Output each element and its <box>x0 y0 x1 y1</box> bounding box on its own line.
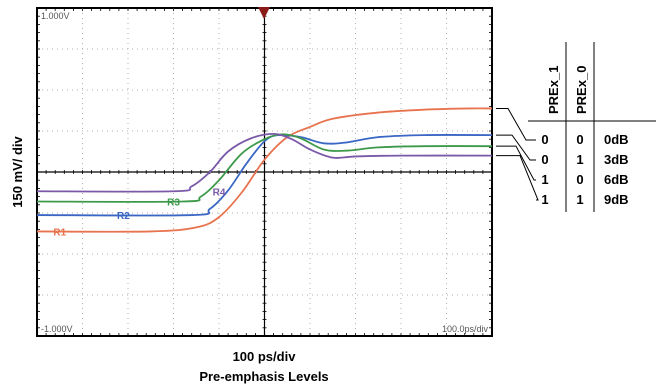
legend-row-3-level: 9dB <box>604 192 629 207</box>
legend-row-3-bit0: 1 <box>576 192 583 207</box>
legend-row-0-level: 0dB <box>604 132 629 147</box>
legend-table: PREx_1 PREx_0 0 0 0dB 0 1 3dB 1 0 6dB 1 … <box>528 42 656 212</box>
traces <box>36 107 493 233</box>
legend-row-0-bit1: 0 <box>541 132 548 147</box>
screen-label-top-left: 1.000V <box>41 11 70 21</box>
legend-row-2-bit1: 1 <box>541 172 548 187</box>
legend-row-1-level: 3dB <box>604 152 629 167</box>
legend-row-0-bit0: 0 <box>576 132 583 147</box>
legend-row-2-level: 6dB <box>604 172 629 187</box>
x-axis-label: 100 ps/div <box>233 349 297 364</box>
trace-label-r3: R3 <box>167 198 180 209</box>
legend-row-2-bit0: 0 <box>576 172 583 187</box>
trace-label-r1: R1 <box>53 227 66 238</box>
legend-leader-line <box>496 145 536 181</box>
legend-leader-lines <box>496 107 539 201</box>
legend-row-1-bit0: 1 <box>576 152 583 167</box>
y-axis-label: 150 mV/ div <box>10 135 25 207</box>
trace-r1 <box>36 107 493 233</box>
chart-caption: Pre-emphasis Levels <box>199 369 328 384</box>
legend-row-3-bit1: 1 <box>541 192 548 207</box>
legend-leader-line <box>496 134 536 161</box>
legend-leader-line <box>496 107 536 141</box>
trace-labels: R1 R2 R3 R4 <box>53 187 225 238</box>
center-axes <box>36 7 493 337</box>
screen-label-bottom-right: 100.0ps/div <box>442 324 489 334</box>
trace-r4 <box>36 132 493 193</box>
screen-label-bottom-left: -1.000V <box>41 324 73 334</box>
legend-header-prex1: PREx_1 <box>546 66 561 114</box>
legend-row-1-bit1: 0 <box>541 152 548 167</box>
legend-header-prex0: PREx_0 <box>574 66 589 114</box>
trace-label-r4: R4 <box>213 187 226 198</box>
legend-leader-line <box>496 155 539 201</box>
trigger-marker-icon <box>258 7 270 19</box>
trace-label-r2: R2 <box>117 211 130 222</box>
